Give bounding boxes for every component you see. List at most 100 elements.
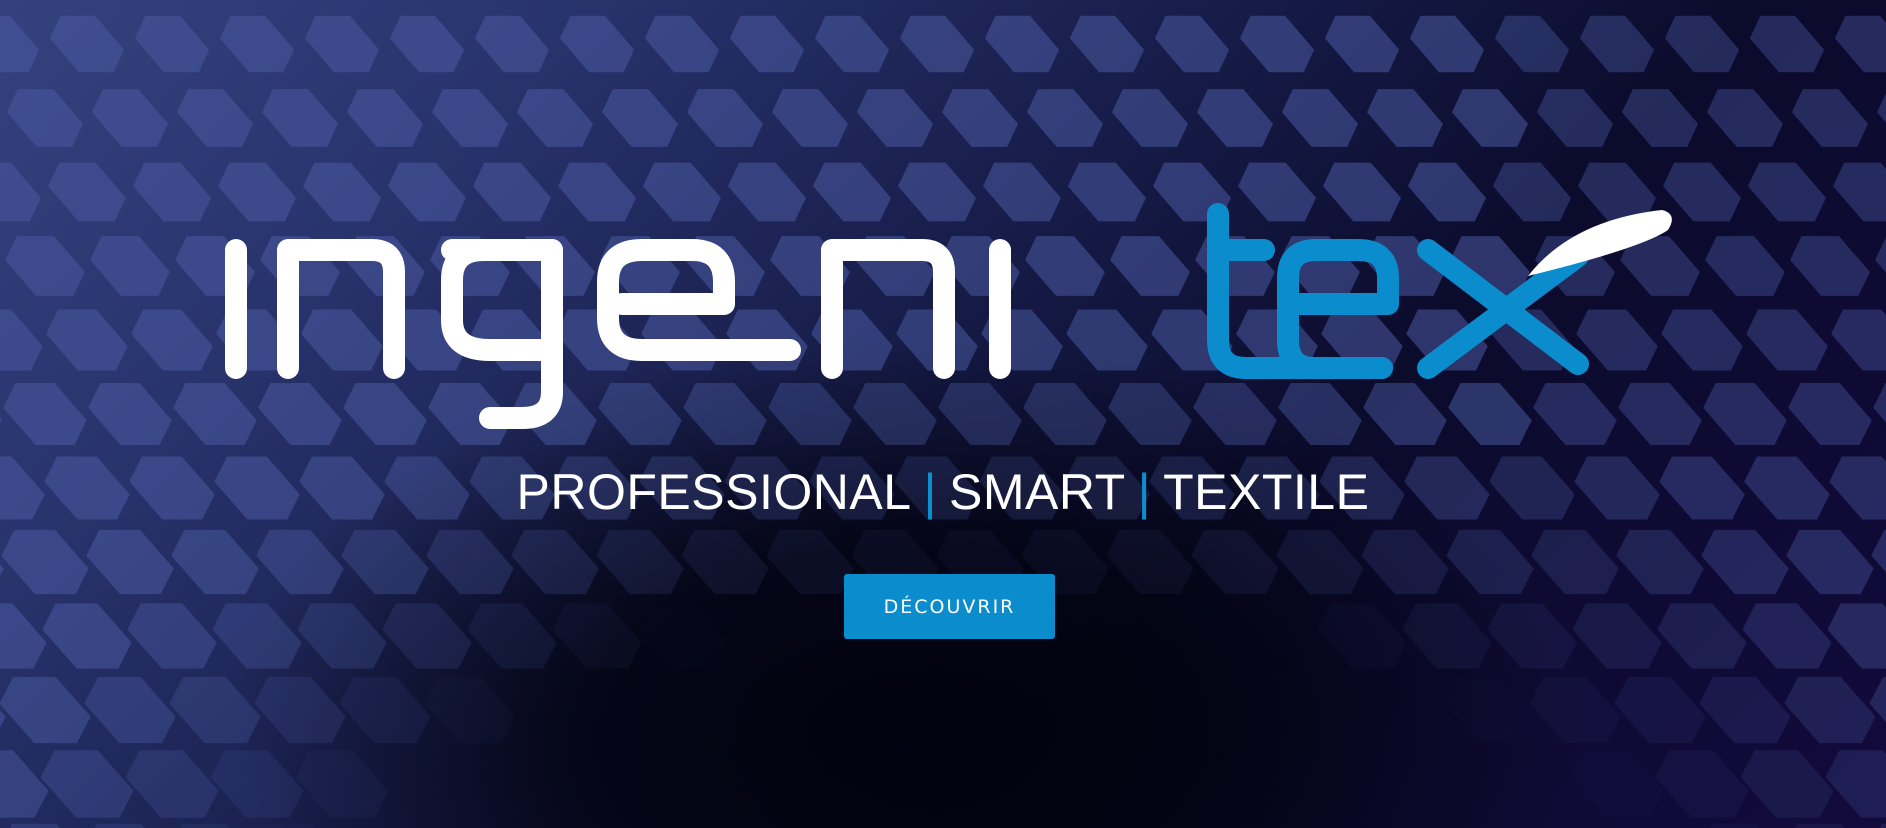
- mesh-cell: [1276, 529, 1364, 595]
- mesh-cell: [94, 823, 145, 828]
- mesh-cell: [1786, 529, 1874, 595]
- mesh-cell: [729, 15, 805, 73]
- mesh-cell: [1742, 603, 1832, 669]
- mesh-cell: [1064, 456, 1150, 520]
- mesh-cell: [1829, 456, 1886, 520]
- mesh-cell: [637, 603, 726, 668]
- mesh-cell: [7, 89, 83, 147]
- mesh-cell: [1579, 15, 1655, 73]
- mesh-cell: [1108, 383, 1192, 445]
- mesh-cell: [92, 89, 168, 147]
- mesh-cell: [177, 89, 253, 147]
- mesh-cell: [46, 309, 128, 371]
- mesh-cell: [1112, 89, 1188, 147]
- mesh-cell: [0, 824, 7, 828]
- mesh-cell: [44, 456, 130, 520]
- mesh-cell: [1319, 456, 1405, 520]
- mesh-cell: [1707, 89, 1783, 147]
- mesh-cell: [1663, 162, 1741, 222]
- mesh-cell: [1110, 236, 1190, 296]
- mesh-cell: [256, 529, 344, 595]
- mesh-cell: [179, 823, 230, 828]
- mesh-cell: [1788, 383, 1872, 445]
- mesh-cell: [1659, 456, 1745, 520]
- mesh-cell: [1699, 676, 1791, 744]
- mesh-cell: [1402, 603, 1492, 669]
- mesh-cell: [125, 750, 219, 818]
- decouvrir-button[interactable]: DÉCOUVRIR: [844, 574, 1055, 639]
- mesh-cell: [517, 89, 593, 147]
- mesh-cell: [1023, 383, 1107, 445]
- mesh-cell: [1833, 162, 1886, 222]
- mesh-cell: [1361, 529, 1449, 595]
- mesh-cell: [264, 823, 315, 828]
- mesh-cell: [1705, 236, 1785, 296]
- mesh-cell: [254, 676, 346, 744]
- mesh-cell: [210, 750, 304, 818]
- mesh-cell: [473, 162, 551, 222]
- mesh-cell: [983, 162, 1061, 222]
- mesh-cell: [1367, 89, 1443, 147]
- mesh-cell: [1574, 456, 1660, 520]
- mesh-cell: [1871, 529, 1886, 573]
- mesh-cell: [9, 823, 60, 828]
- mesh-cell: [0, 418, 2, 424]
- mesh-cell: [1827, 603, 1886, 669]
- mesh-cell: [134, 15, 210, 73]
- mesh-cell: [42, 603, 132, 669]
- mesh-cell: [0, 710, 6, 728]
- mesh-cell: [1661, 309, 1743, 371]
- mesh-cell: [388, 162, 466, 222]
- mesh-cell: [768, 383, 852, 445]
- mesh-cell: [432, 89, 508, 147]
- mesh-cell: [426, 529, 514, 595]
- tagline: PROFESSIONAL | SMART | TEXTILE: [0, 462, 1886, 522]
- mesh-cell: [1749, 15, 1825, 73]
- mesh-cell: [1154, 15, 1230, 73]
- mesh-cell: [214, 456, 300, 520]
- mesh-cell: [1278, 383, 1362, 445]
- mesh-cell: [88, 383, 172, 445]
- mesh-cell: [1879, 823, 1886, 828]
- mesh-cell: [511, 529, 599, 595]
- mesh-cell: [299, 456, 385, 520]
- mesh-cell: [1408, 162, 1486, 222]
- mesh-cell: [1834, 15, 1886, 73]
- mesh-cell: [942, 89, 1018, 147]
- mesh-cell: [343, 383, 427, 445]
- mesh-cell: [1493, 162, 1571, 222]
- mesh-cell: [814, 15, 890, 73]
- mesh-cell: [1317, 603, 1407, 669]
- mesh-cell: [1446, 529, 1534, 595]
- mesh-cell: [1701, 529, 1789, 595]
- tagline-professional: PROFESSIONAL: [516, 464, 912, 520]
- mesh-cell: [857, 89, 933, 147]
- mesh-cell: [1576, 309, 1658, 371]
- mesh-cell: [384, 456, 470, 520]
- mesh-cell: [1825, 750, 1886, 818]
- mesh-cell: [1489, 456, 1575, 520]
- mesh-cell: [1321, 309, 1403, 371]
- mesh-cell: [0, 676, 91, 744]
- mesh-cell: [0, 162, 41, 222]
- mesh-cell: [347, 89, 423, 147]
- mesh-cell: [683, 383, 767, 445]
- mesh-cell: [1191, 529, 1279, 595]
- mesh-cell: [1875, 237, 1886, 273]
- mesh-cell: [0, 309, 43, 371]
- mesh-cell: [469, 456, 555, 520]
- mesh-cell: [0, 15, 40, 73]
- mesh-cell: [0, 750, 49, 818]
- mesh-cell: [1, 529, 89, 595]
- mesh-cell: [131, 309, 213, 371]
- mesh-cell: [133, 162, 211, 222]
- mesh-cell: [48, 162, 126, 222]
- mesh-cell: [129, 456, 215, 520]
- mesh-cell: [474, 15, 550, 73]
- mesh-cell: [598, 383, 682, 445]
- mesh-cell: [1444, 677, 1535, 743]
- mesh-cell: [724, 456, 810, 520]
- mesh-cell: [809, 456, 895, 520]
- mesh-cell: [558, 162, 636, 222]
